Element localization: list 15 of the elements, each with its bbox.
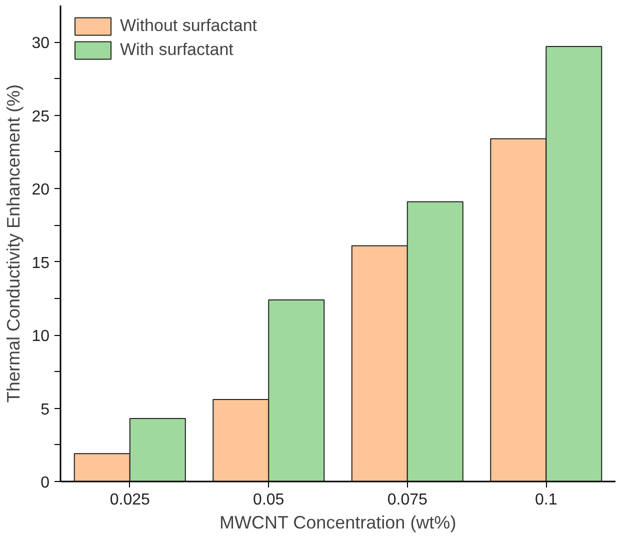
y-axis-title: Thermal Conductivity Enhancement (%)	[4, 84, 24, 403]
x-axis-title: MWCNT Concentration (wt%)	[219, 512, 456, 532]
legend-label: Without surfactant	[120, 16, 258, 36]
x-tick-label: 0.025	[110, 492, 150, 508]
legend-label: With surfactant	[120, 40, 234, 60]
y-tick-label: 10	[32, 328, 50, 346]
y-tick-label: 20	[32, 182, 50, 199]
y-tick-label: 25	[32, 108, 50, 126]
y-tick-label: 0	[40, 474, 50, 492]
x-tick-label: 0.1	[535, 492, 558, 508]
y-tick-label: 15	[32, 254, 50, 272]
x-tick-label: 0.075	[387, 492, 428, 508]
x-tick-label: 0.05	[253, 492, 284, 508]
y-tick-label: 5	[40, 401, 50, 418]
y-tick-label: 30	[32, 35, 50, 52]
